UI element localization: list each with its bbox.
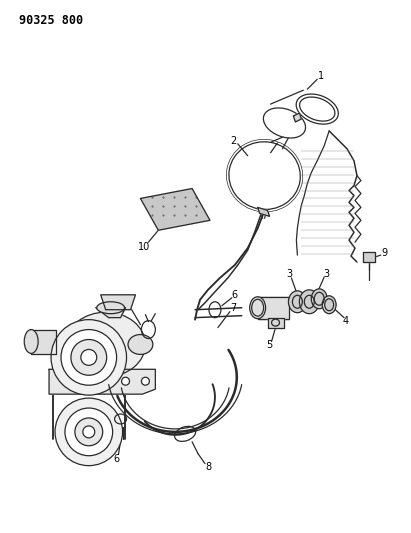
Polygon shape [31,329,56,354]
Ellipse shape [263,108,305,138]
Text: 3: 3 [323,269,329,279]
Text: 6: 6 [232,290,238,300]
Circle shape [141,377,149,385]
Ellipse shape [311,289,327,309]
Text: 90325 800: 90325 800 [19,14,83,27]
Circle shape [83,426,95,438]
Ellipse shape [97,302,125,314]
Circle shape [122,377,129,385]
Text: 2: 2 [231,136,237,146]
Text: 6: 6 [125,299,131,309]
Circle shape [55,398,122,466]
Text: 6: 6 [113,454,120,464]
Circle shape [61,329,117,385]
Circle shape [81,350,97,365]
Circle shape [62,377,70,385]
Ellipse shape [289,291,306,313]
Polygon shape [96,308,125,318]
Circle shape [92,377,100,385]
Text: 10: 10 [138,242,150,252]
Polygon shape [268,318,284,328]
Polygon shape [49,369,155,394]
Polygon shape [258,297,289,319]
Circle shape [71,340,107,375]
Ellipse shape [250,297,266,319]
Ellipse shape [24,329,38,353]
Text: 1: 1 [318,71,324,82]
Ellipse shape [299,290,319,314]
Ellipse shape [296,94,338,124]
Polygon shape [258,207,270,216]
Text: 4: 4 [343,316,349,326]
Ellipse shape [66,312,145,377]
Circle shape [75,418,103,446]
Ellipse shape [128,335,153,354]
Text: 5: 5 [266,341,272,351]
Polygon shape [293,113,301,122]
Polygon shape [141,189,210,230]
Circle shape [51,320,127,395]
Text: 3: 3 [286,269,293,279]
Text: 8: 8 [205,462,211,472]
Text: 9: 9 [382,248,388,258]
Polygon shape [363,252,375,262]
Text: 7: 7 [230,303,236,313]
Circle shape [65,408,113,456]
Polygon shape [101,295,136,310]
Ellipse shape [322,296,336,314]
